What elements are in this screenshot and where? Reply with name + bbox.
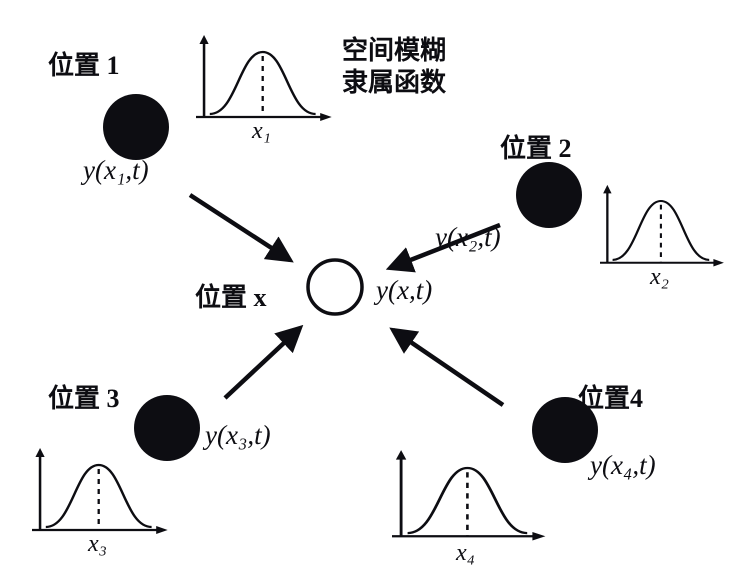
g3-tick: x₃	[88, 531, 107, 558]
gaussian-pos3	[32, 448, 168, 534]
center-y-label: y(x,t)	[376, 275, 432, 306]
y3-label: y(x₃,t)	[205, 420, 271, 451]
gaussian-pos1	[196, 35, 332, 121]
gaussian-pos4	[392, 450, 545, 540]
node-center	[308, 260, 362, 314]
pos3-title: 位置 3	[48, 378, 120, 415]
node-pos1	[103, 94, 169, 160]
g2-tick: x₂	[650, 264, 669, 291]
node-pos3	[134, 395, 200, 461]
pos4-title: 位置4	[578, 378, 643, 415]
spatial-fuzzy-diagram: 空间模糊 隶属函数 位置 1 位置 2 位置 3 位置4 位置 x y(x₁,t…	[0, 0, 742, 584]
header-bot: 隶属函数	[342, 62, 446, 99]
gaussian-pos2	[600, 185, 724, 267]
g4-tick: x₄	[456, 540, 475, 567]
y2-label: y(x₂,t)	[435, 222, 501, 253]
arrow-3-center	[225, 328, 300, 398]
arrow-1-center	[190, 195, 290, 260]
y4-label: y(x₄,t)	[590, 450, 656, 481]
center-title: 位置 x	[195, 277, 267, 314]
y1-label: y(x₁,t)	[83, 155, 149, 186]
g1-tick: x₁	[252, 118, 271, 145]
pos1-title: 位置 1	[48, 45, 120, 82]
arrow-4-center	[393, 330, 503, 405]
node-pos2	[516, 162, 582, 228]
pos2-title: 位置 2	[500, 128, 572, 165]
